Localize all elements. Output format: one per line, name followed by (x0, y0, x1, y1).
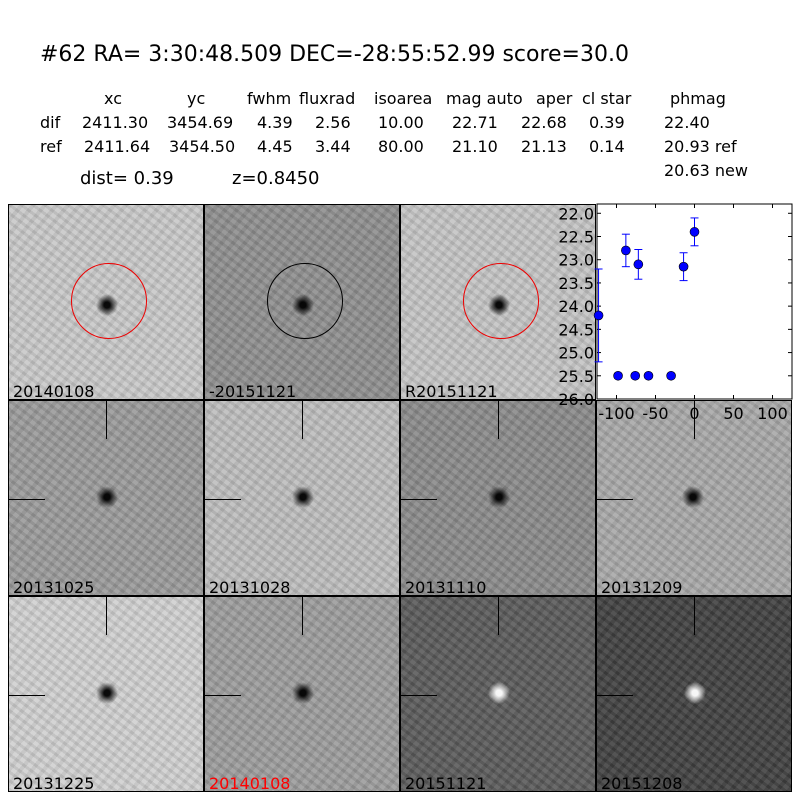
x-tick-label: 100 (757, 404, 788, 423)
column-header: yc (187, 89, 206, 108)
crosshair-tick (302, 401, 303, 439)
cutout-image: 20131209 (596, 400, 792, 596)
crosshair-tick (9, 499, 45, 500)
cutout-date-label: 20131209 (601, 578, 683, 596)
z-text: z=0.8450 (232, 168, 320, 189)
cutout-date-label: 20131225 (13, 774, 95, 792)
cutout-date-label: R20151121 (405, 382, 498, 400)
table-cell: 20.93 ref (664, 137, 737, 156)
data-point (666, 370, 676, 381)
cutout-date-label: 20131028 (209, 578, 291, 596)
x-tick-label: -50 (642, 404, 668, 423)
x-tick-label: 50 (723, 404, 743, 423)
crosshair-tick (9, 695, 45, 696)
crosshair-tick (597, 695, 633, 696)
table-cell: 0.14 (589, 137, 625, 156)
table-cell: 3454.69 (167, 113, 234, 132)
table-cell: 2411.30 (82, 113, 149, 132)
data-point (689, 227, 700, 237)
aperture-circle (267, 263, 343, 339)
y-tick-label: 25.0 (558, 344, 594, 363)
column-header: fluxrad (299, 89, 356, 108)
aperture-circle (463, 263, 539, 339)
table-cell: 10.00 (378, 113, 424, 132)
row-label: ref (40, 137, 62, 156)
cutout-image: 20131225 (8, 596, 204, 792)
y-tick-label: 23.5 (558, 274, 594, 293)
data-point (678, 261, 689, 272)
dist-text: dist= 0.39 (80, 168, 174, 189)
column-header: isoarea (374, 89, 433, 108)
cutout-date-label: -20151121 (209, 382, 297, 400)
data-point (593, 310, 604, 321)
cutout-image: 20151208 (596, 596, 792, 792)
row-label: dif (40, 113, 61, 132)
aperture-circle (71, 263, 147, 339)
cutout-date-label: 20131110 (405, 578, 487, 596)
table-cell: 2411.64 (84, 137, 151, 156)
cutout-image: 20131028 (204, 400, 400, 596)
table-cell: 21.10 (452, 137, 498, 156)
y-tick-label: 24.5 (558, 320, 594, 339)
cutout-image: 20140108 (8, 204, 204, 400)
column-header: phmag (670, 89, 726, 108)
y-tick-label: 22.5 (558, 228, 594, 247)
cutout-image: -20151121 (204, 204, 400, 400)
x-tick-label: 0 (689, 404, 699, 423)
column-header: aper (536, 89, 573, 108)
crosshair-tick (205, 695, 241, 696)
phmag-new: 20.63 new (664, 161, 748, 180)
column-header: xc (104, 89, 122, 108)
crosshair-tick (597, 499, 633, 500)
crosshair-tick (694, 401, 695, 439)
cutout-date-label: 20140108 (13, 382, 95, 400)
crosshair-tick (106, 597, 107, 635)
table-cell: 3.44 (315, 137, 351, 156)
table-cell: 21.13 (521, 137, 567, 156)
column-header: fwhm (247, 89, 292, 108)
data-point (621, 245, 631, 256)
data-point (630, 370, 641, 381)
cutout-image: 20131110 (400, 400, 596, 596)
data-point (633, 259, 644, 270)
cutout-image: R20151121 (400, 204, 596, 400)
crosshair-tick (498, 401, 499, 439)
page-title: #62 RA= 3:30:48.509 DEC=-28:55:52.99 sco… (40, 42, 629, 67)
cutout-date-label: 20140108 (209, 774, 291, 792)
x-tick-label: -100 (598, 404, 634, 423)
table-cell: 4.39 (257, 113, 293, 132)
data-point (643, 370, 654, 381)
table-cell: 22.40 (664, 113, 710, 132)
table-cell: 2.56 (315, 113, 351, 132)
crosshair-tick (401, 695, 437, 696)
lightcurve-chart: 22.0 22.5 23.0 23.5 24.0 24.5 25.0 25.5 26.0-100… (558, 203, 793, 423)
cutout-image: 20140108 (204, 596, 400, 792)
table-cell: 3454.50 (169, 137, 236, 156)
crosshair-tick (106, 401, 107, 439)
cutout-date-label: 20131025 (13, 578, 95, 596)
crosshair-tick (302, 597, 303, 635)
table-cell: 0.39 (589, 113, 625, 132)
crosshair-tick (498, 597, 499, 635)
column-header: mag auto (446, 89, 523, 108)
y-tick-label: 26.0 (558, 390, 594, 409)
column-header: cl star (582, 89, 632, 108)
y-tick-label: 25.5 (558, 367, 594, 386)
cutout-image: 20151121 (400, 596, 596, 792)
cutout-date-label: 20151121 (405, 774, 487, 792)
y-tick-label: 24.0 (558, 297, 594, 316)
y-tick-label: 23.0 (558, 251, 594, 270)
crosshair-tick (205, 499, 241, 500)
cutout-date-label: 20151208 (601, 774, 683, 792)
cutout-image: 20131025 (8, 400, 204, 596)
crosshair-tick (401, 499, 437, 500)
crosshair-tick (694, 597, 695, 635)
data-point (613, 370, 623, 381)
table-cell: 80.00 (378, 137, 424, 156)
table-cell: 4.45 (257, 137, 293, 156)
table-cell: 22.68 (521, 113, 567, 132)
y-tick-label: 22.0 (558, 204, 594, 223)
table-cell: 22.71 (452, 113, 498, 132)
